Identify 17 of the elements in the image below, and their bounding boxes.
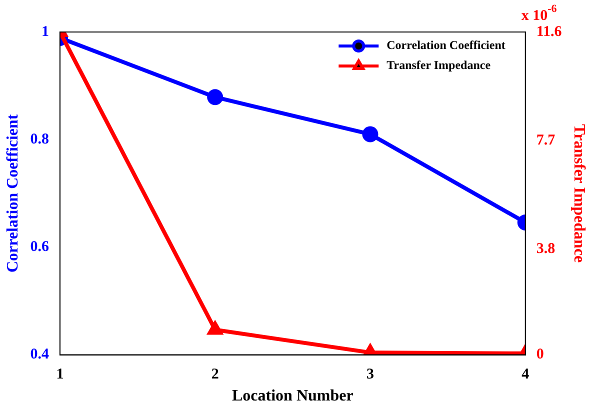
y-axis-title: Correlation Coefficient — [4, 114, 22, 273]
y2-tick-label: 7.7 — [536, 132, 556, 148]
x-tick-label: 3 — [366, 366, 374, 383]
y2-tick-label: 3.8 — [536, 240, 556, 257]
y-tick-label: 1 — [41, 24, 49, 40]
y-tick-label: 0.4 — [30, 346, 50, 363]
y2-axis-title: Transfer Impedance — [570, 124, 588, 263]
x-tick-label: 2 — [211, 366, 219, 383]
y2-tick-label: 11.6 — [536, 24, 562, 40]
x-tick-label: 1 — [56, 366, 64, 383]
y-tick-label: 0.6 — [30, 239, 50, 256]
x-tick-label: 4 — [522, 366, 530, 383]
legend-label: Correlation Coefficient — [386, 38, 506, 52]
y2-tick-label: 0 — [536, 346, 544, 363]
y-tick-label: 0.8 — [30, 131, 49, 148]
legend-label: Transfer Impedance — [386, 58, 492, 72]
x-axis-title: Location Number — [232, 388, 354, 405]
